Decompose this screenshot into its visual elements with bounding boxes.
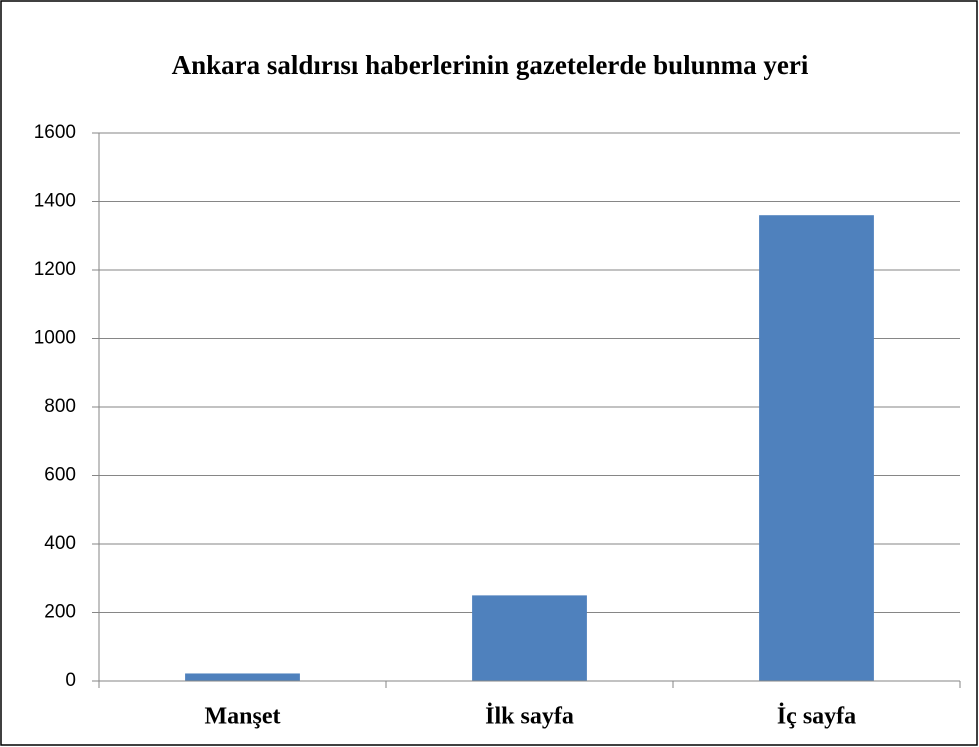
y-tick-label: 1000	[34, 328, 76, 349]
bar	[759, 215, 874, 681]
y-tick-label: 200	[44, 602, 76, 623]
y-tick-label: 1600	[34, 122, 76, 143]
bar	[185, 673, 300, 681]
y-tick-label: 1400	[34, 191, 76, 212]
y-tick-label: 1200	[34, 259, 76, 280]
bar	[472, 595, 587, 681]
y-tick-label: 0	[65, 670, 76, 691]
x-tick-label: İlk sayfa	[485, 704, 574, 730]
y-tick-label: 600	[44, 465, 76, 486]
x-tick-label: Manşet	[205, 704, 281, 730]
x-tick-label: İç sayfa	[777, 704, 856, 730]
y-tick-label: 800	[44, 396, 76, 417]
chart-title: Ankara saldırısı haberlerinin gazetelerd…	[172, 50, 809, 80]
y-tick-label: 400	[44, 533, 76, 554]
